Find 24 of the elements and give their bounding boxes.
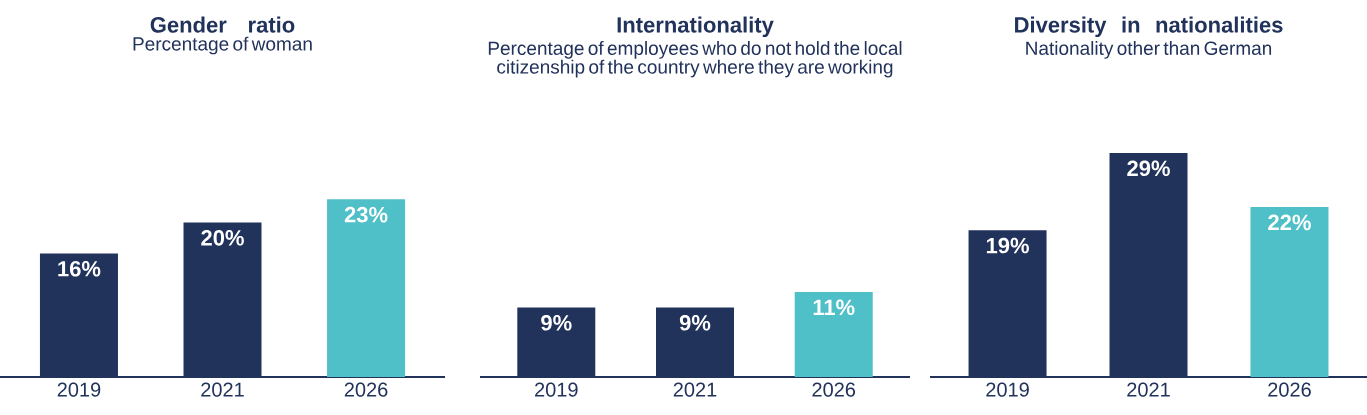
x-tick-label: 2021: [1127, 382, 1170, 397]
data-label: 22%: [1268, 214, 1311, 231]
chart-title: Diversity in nationalities: [1015, 16, 1283, 38]
data-label: 29%: [1127, 160, 1170, 177]
data-label: 11%: [813, 299, 855, 316]
x-tick-label: 2026: [344, 382, 388, 397]
chart-title: Internationality: [617, 16, 774, 38]
chart-subtitle: Nationality other than German: [1026, 41, 1272, 59]
data-label: 9%: [679, 315, 711, 331]
chart-subtitle: Percentage of employees who do not hold the local citizenship of the country where they are working: [488, 41, 902, 78]
x-tick-label: 2021: [673, 382, 717, 397]
chart-title: Gender ratio: [150, 16, 295, 33]
x-tick-label: 2019: [986, 382, 1029, 397]
x-tick-label: 2026: [812, 382, 856, 397]
x-tick-label: 2021: [201, 382, 244, 397]
data-label: 9%: [541, 315, 572, 331]
data-label: 20%: [201, 230, 244, 246]
x-tick-label: 2026: [1268, 382, 1311, 397]
chart-subtitle: Percentage of woman: [133, 36, 312, 55]
data-label: 16%: [58, 260, 101, 277]
x-tick-label: 2019: [57, 382, 101, 397]
data-label: 23%: [344, 206, 388, 223]
data-label: 19%: [986, 237, 1029, 254]
x-tick-label: 2019: [535, 382, 578, 397]
